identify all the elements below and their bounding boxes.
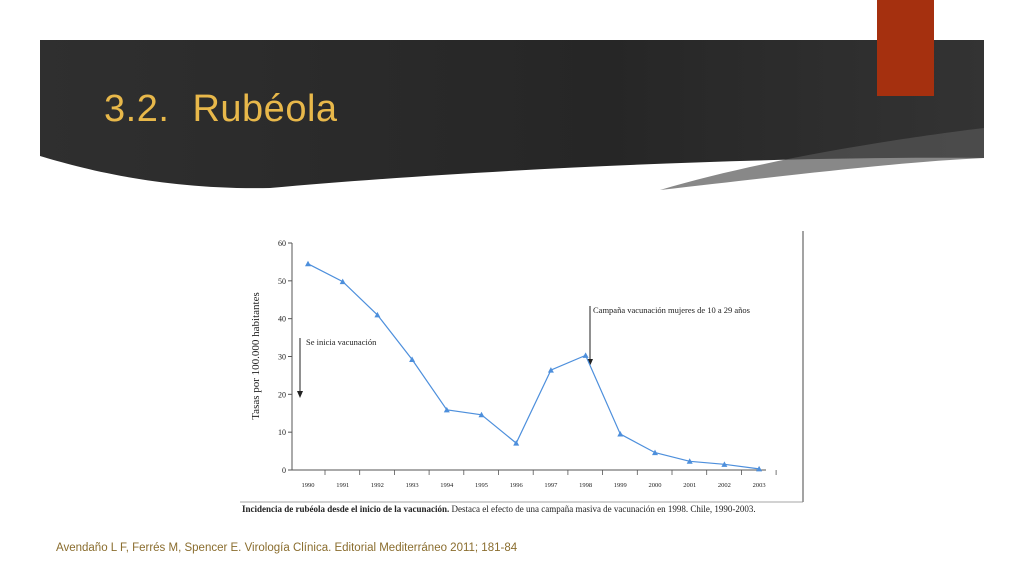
data-point-1992 [374, 311, 381, 318]
x-ticks: 1990 1991 1992 1993 1994 1995 1996 1997 1998 1999… [302, 470, 777, 489]
data-point-1990 [305, 260, 311, 267]
chart-caption-rest: Destaca el efecto de una campaña masiva … [449, 504, 755, 514]
annotation-vaccination-start-arrowhead [297, 391, 303, 398]
x-tick-label-1990: 1990 [302, 482, 315, 489]
annotation-vaccination-start-text: Se inicia vacunación [306, 337, 377, 347]
data-point-1994 [443, 406, 450, 413]
x-tick-label-1997: 1997 [544, 482, 558, 489]
y-tick-label-50: 50 [278, 277, 286, 286]
chart-caption-bold: Incidencia de rubéola desde el inicio de… [242, 504, 449, 514]
y-tick-label-10: 10 [278, 428, 286, 437]
data-point-1998 [582, 352, 589, 358]
x-tick-label-1991: 1991 [336, 482, 349, 489]
x-tick-label-1993: 1993 [406, 482, 419, 489]
data-point-2002 [721, 461, 728, 467]
data-point-1991 [339, 278, 346, 285]
x-tick-label-2002: 2002 [718, 482, 731, 489]
chart-caption: Incidencia de rubéola desde el inicio de… [242, 504, 756, 514]
data-point-1996 [513, 440, 520, 446]
series-line [307, 263, 760, 470]
y-tick-label-30: 30 [278, 353, 286, 362]
annotation-vaccination-start: Se inicia vacunación [297, 337, 377, 398]
y-tick-label-0: 0 [282, 466, 286, 475]
y-tick-label-20: 20 [278, 390, 286, 399]
x-tick-label-1998: 1998 [579, 482, 592, 489]
x-tick-label-2003: 2003 [753, 482, 766, 489]
data-point-2000 [652, 449, 658, 456]
data-point-2003 [756, 465, 763, 472]
y-tick-label-40: 40 [278, 315, 286, 324]
data-point-1997 [547, 367, 554, 373]
data-point-1993 [409, 356, 416, 363]
x-tick-label-2000: 2000 [649, 482, 662, 489]
x-tick-label-1999: 1999 [614, 482, 627, 489]
y-ticks: 0 10 20 30 40 50 60 [278, 239, 292, 475]
x-tick-label-1995: 1995 [475, 482, 488, 489]
annotation-campaign-text: Campaña vacunación mujeres de 10 a 29 añ… [593, 305, 750, 315]
title-banner [40, 40, 984, 190]
x-tick-label-2001: 2001 [683, 482, 696, 489]
y-tick-label-60: 60 [278, 239, 286, 248]
accent-tab [877, 0, 934, 96]
data-point-2001 [686, 458, 693, 464]
data-point-1995 [478, 411, 485, 418]
x-tick-label-1994: 1994 [440, 482, 454, 489]
slide-title: 3.2. Rubéola [104, 88, 338, 130]
data-point-1999 [617, 431, 624, 437]
chart-figure: Tasas por 100.000 habitantes 0 10 20 30 40 50… [236, 226, 808, 518]
slide-citation: Avendaño L F, Ferrés M, Spencer E. Virol… [56, 542, 518, 554]
x-tick-label-1996: 1996 [510, 482, 524, 489]
x-tick-label-1992: 1992 [371, 482, 384, 489]
series-rubeola [305, 260, 763, 472]
y-axis-label: Tasas por 100.000 habitantes [250, 292, 262, 420]
